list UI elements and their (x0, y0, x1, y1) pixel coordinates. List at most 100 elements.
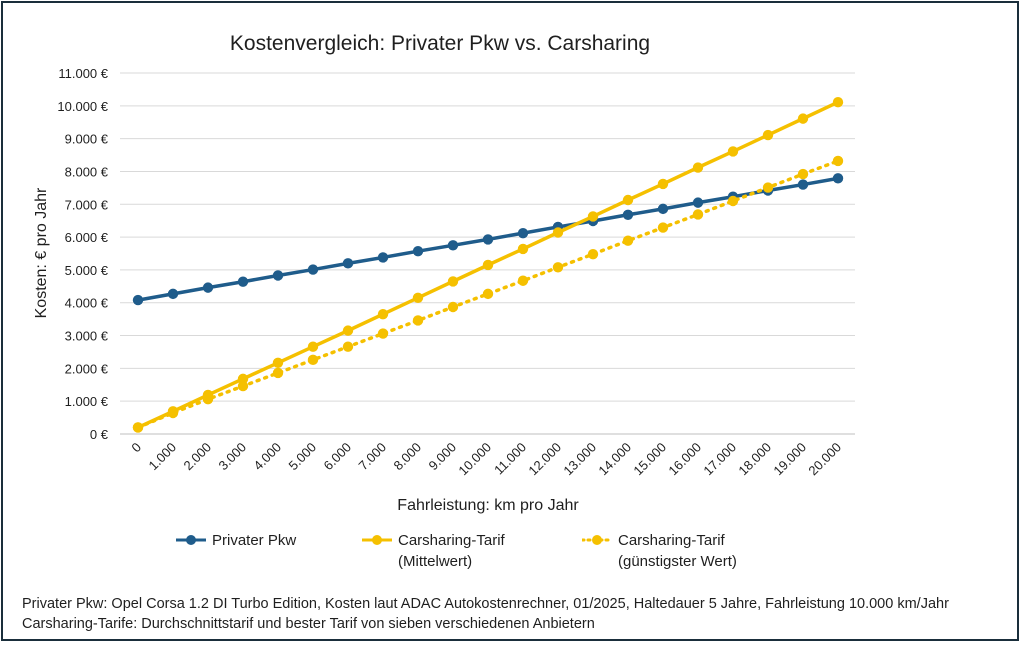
legend-item-carsharing-mittelwert: Carsharing-Tarif (Mittelwert) (362, 530, 505, 572)
data-point (272, 357, 284, 368)
data-point (447, 301, 459, 313)
y-tick-label: 11.000 € (58, 66, 108, 81)
x-tick-label: 10.000 (455, 440, 494, 479)
data-point (447, 276, 459, 287)
footnote-line-1: Privater Pkw: Opel Corsa 1.2 DI Turbo Ed… (22, 596, 949, 612)
data-point (727, 195, 739, 207)
data-point (657, 203, 669, 215)
y-tick-label: 0 € (90, 427, 109, 442)
y-tick-label: 6.000 € (65, 230, 109, 245)
x-tick-label: 0 (128, 440, 144, 456)
data-point (377, 309, 389, 320)
y-axis-ticks: 0 € 1.000 € 2.000 € 3.000 € 4.000 € 5.000 € 6.… (57, 66, 108, 442)
y-tick-label: 8.000 € (65, 164, 109, 179)
data-point (307, 341, 319, 352)
data-point (412, 246, 424, 257)
data-point (482, 234, 494, 245)
legend-label: Privater Pkw (212, 532, 297, 549)
data-point (342, 325, 354, 336)
data-point (622, 194, 634, 206)
data-point (447, 240, 459, 251)
data-point (482, 288, 494, 300)
x-tick-label: 3.000 (216, 440, 250, 474)
data-point (237, 373, 249, 385)
x-tick-label: 11.000 (491, 440, 529, 478)
y-tick-label: 2.000 € (65, 361, 109, 376)
data-point (657, 178, 669, 190)
x-tick-label: 6.000 (321, 440, 355, 474)
data-point (482, 259, 494, 271)
data-point (342, 258, 354, 269)
data-point (167, 288, 179, 300)
series-0 (132, 173, 844, 306)
legend-swatch-solid-blue (176, 535, 206, 545)
data-series (132, 97, 844, 433)
x-tick-label: 16.000 (665, 440, 704, 479)
chart-title: Kostenvergleich: Privater Pkw vs. Carsha… (230, 32, 650, 55)
data-point (307, 354, 319, 366)
data-point (692, 209, 704, 220)
x-tick-label: 4.000 (251, 440, 285, 474)
y-tick-label: 5.000 € (65, 263, 109, 278)
y-tick-label: 1.000 € (65, 394, 109, 409)
data-point (832, 173, 844, 184)
data-point (552, 262, 564, 273)
x-tick-label: 8.000 (391, 440, 425, 474)
x-tick-label: 7.000 (356, 440, 390, 474)
x-tick-label: 17.000 (700, 440, 739, 479)
footnote: Privater Pkw: Opel Corsa 1.2 DI Turbo Ed… (22, 594, 1002, 634)
data-point (832, 155, 844, 167)
legend-swatch-solid-yellow (362, 535, 392, 545)
x-tick-label: 1.000 (146, 440, 180, 474)
x-tick-label: 2.000 (181, 440, 215, 474)
y-tick-label: 7.000 € (65, 197, 109, 212)
data-point (762, 129, 774, 141)
data-point (587, 211, 599, 222)
series-1 (132, 97, 844, 433)
y-tick-label: 4.000 € (65, 296, 109, 311)
data-point (377, 252, 389, 263)
data-point (622, 235, 634, 246)
x-tick-label: 20.000 (805, 440, 844, 479)
data-point (797, 168, 809, 180)
line-chart: 0 € 1.000 € 2.000 € 3.000 € 4.000 € 5.000 € 6.… (33, 32, 855, 514)
data-point (272, 270, 284, 281)
data-point (202, 282, 214, 293)
data-point (237, 380, 249, 392)
data-point (552, 227, 564, 238)
data-point (797, 179, 809, 190)
data-point (762, 182, 774, 193)
y-tick-label: 3.000 € (65, 329, 109, 344)
x-tick-label: 19.000 (770, 440, 809, 479)
data-point (412, 292, 424, 304)
legend-item-carsharing-guenstigster: Carsharing-Tarif (günstigster Wert) (582, 530, 737, 572)
data-point (377, 328, 389, 339)
data-point (692, 162, 704, 173)
legend-label: Carsharing-Tarif (Mittelwert) (398, 532, 505, 570)
data-point (587, 248, 599, 260)
data-point (517, 243, 529, 255)
footnote-line-2: Carsharing-Tarife: Durchschnittstarif un… (22, 616, 595, 632)
x-tick-label: 18.000 (735, 440, 774, 479)
x-tick-label: 12.000 (525, 440, 564, 479)
x-axis-ticks: 0 1.000 2.000 3.000 4.000 5.000 6.000 7.000 8.00… (128, 440, 844, 479)
data-point (832, 97, 844, 108)
y-axis-label: Kosten: € pro Jahr (33, 187, 50, 318)
legend-swatch-dotted-yellow (582, 535, 612, 545)
data-point (727, 146, 739, 157)
data-point (237, 276, 249, 287)
legend-label: Carsharing-Tarif (günstigster Wert) (618, 532, 737, 570)
x-tick-label: 13.000 (560, 440, 599, 479)
data-point (167, 407, 179, 419)
data-point (132, 294, 144, 306)
data-point (692, 197, 704, 208)
data-point (202, 394, 214, 405)
legend-item-privater-pkw: Privater Pkw (176, 530, 296, 551)
data-point (657, 222, 669, 233)
x-tick-label: 5.000 (286, 440, 320, 474)
data-point (797, 113, 809, 124)
y-tick-label: 9.000 € (65, 132, 109, 147)
data-point (517, 227, 529, 239)
x-axis-label: Fahrleistung: km pro Jahr (397, 497, 579, 514)
x-tick-label: 15.000 (630, 440, 669, 479)
